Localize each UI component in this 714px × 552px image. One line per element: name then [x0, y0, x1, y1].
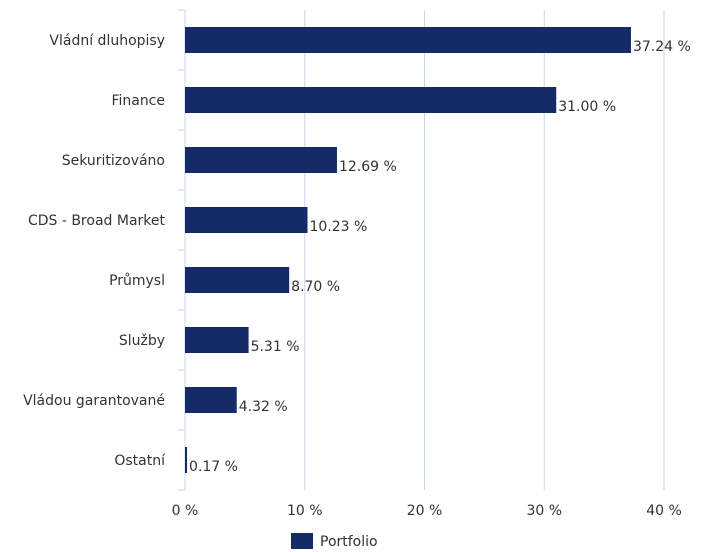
data-label: 10.23 %	[310, 219, 368, 235]
y-tick-label: Sekuritizováno	[62, 153, 165, 169]
bar	[185, 267, 290, 293]
y-tick-label: Vládní dluhopisy	[49, 33, 165, 49]
x-tick-label: 10 %	[287, 503, 323, 519]
bar	[185, 327, 249, 353]
legend-swatch	[291, 533, 313, 549]
legend-label: Portfolio	[320, 534, 378, 550]
data-label: 4.32 %	[239, 399, 288, 415]
data-label: 5.31 %	[251, 339, 300, 355]
x-tick-label: 0 %	[172, 503, 199, 519]
y-tick-label: Služby	[119, 333, 165, 349]
bar	[185, 87, 557, 113]
bar	[185, 27, 631, 53]
x-tick-label: 20 %	[407, 503, 443, 519]
data-label: 0.17 %	[189, 459, 238, 475]
bar	[185, 207, 308, 233]
y-tick-label: Vládou garantované	[23, 393, 165, 409]
y-tick-label: Finance	[111, 93, 165, 109]
y-tick-label: Ostatní	[114, 453, 166, 469]
y-tick-label: CDS - Broad Market	[28, 213, 166, 229]
x-tick-label: 30 %	[526, 503, 562, 519]
y-tick-label: Průmysl	[109, 273, 165, 289]
data-label: 31.00 %	[558, 99, 616, 115]
bar	[185, 447, 188, 473]
data-label: 37.24 %	[633, 39, 691, 55]
data-label: 12.69 %	[339, 159, 397, 175]
x-tick-label: 40 %	[646, 503, 682, 519]
data-label: 8.70 %	[291, 279, 340, 295]
bar	[185, 387, 237, 413]
bar	[185, 147, 337, 173]
